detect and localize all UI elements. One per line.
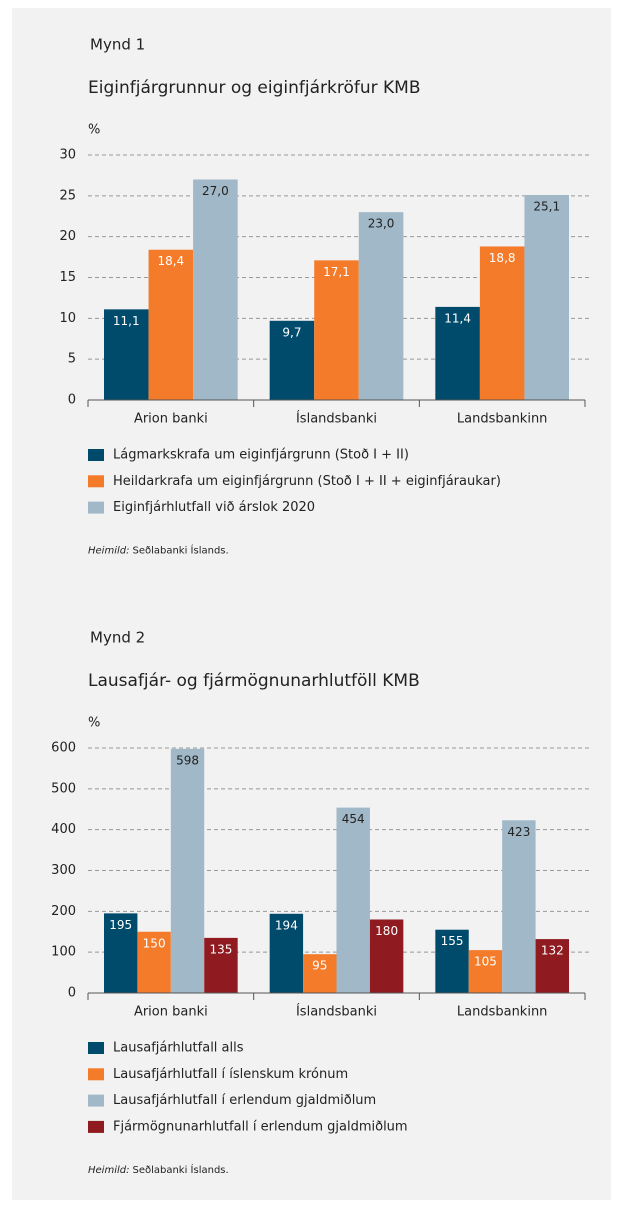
bar <box>269 320 315 400</box>
x-tick-label: Landsbankinn <box>457 412 548 427</box>
bar <box>104 309 149 400</box>
value-label: 18,4 <box>157 254 184 268</box>
panel <box>12 8 611 1200</box>
x-tick-label: Arion banki <box>134 1005 208 1020</box>
value-label: 423 <box>507 825 530 839</box>
source-label: Heimild: <box>88 546 129 557</box>
bar <box>435 306 480 400</box>
y-unit: % <box>88 123 100 138</box>
source: Seðlabanki Íslands. <box>132 1163 228 1176</box>
bar <box>502 820 536 993</box>
bar <box>148 249 194 400</box>
legend-swatch <box>88 1120 104 1133</box>
bar <box>269 913 304 993</box>
y-tick-label: 300 <box>51 863 76 878</box>
y-tick-label: 0 <box>68 986 76 1001</box>
x-tick-label: Íslandsbanki <box>296 1004 377 1020</box>
y-tick-label: 0 <box>68 393 76 408</box>
value-label: 17,1 <box>323 265 350 279</box>
y-tick-label: 30 <box>59 148 76 163</box>
bar <box>535 939 569 993</box>
value-label: 18,8 <box>489 251 516 265</box>
y-tick-label: 10 <box>59 311 76 326</box>
legend-swatch <box>88 501 104 514</box>
bar <box>479 246 525 400</box>
y-unit: % <box>88 716 100 731</box>
legend-label: Heildarkrafa um eiginfjárgrunn (Stoð I +… <box>113 474 501 489</box>
figure-label: Mynd 1 <box>90 36 145 54</box>
value-label: 132 <box>541 944 564 958</box>
y-tick-label: 400 <box>51 822 76 837</box>
value-label: 454 <box>342 812 365 826</box>
y-tick-label: 500 <box>51 781 76 796</box>
value-label: 150 <box>143 936 166 950</box>
bar <box>314 260 359 400</box>
y-tick-label: 5 <box>68 352 76 367</box>
bar <box>193 179 238 400</box>
value-label: 11,1 <box>113 314 140 328</box>
value-label: 95 <box>312 959 327 973</box>
source-label: Heimild: <box>88 1165 129 1176</box>
legend-label: Lausafjárhlutfall í íslenskum krónum <box>113 1067 348 1082</box>
legend-label: Lausafjárhlutfall í erlendum gjaldmiðlum <box>113 1093 376 1108</box>
value-label: 155 <box>441 934 464 948</box>
legend-label: Eiginfjárhlutfall við árslok 2020 <box>113 500 315 515</box>
legend-label: Lágmarkskrafa um eiginfjárgrunn (Stoð I … <box>113 448 409 463</box>
source: Seðlabanki Íslands. <box>132 544 228 557</box>
figure-label: Mynd 2 <box>90 629 145 647</box>
y-tick-label: 600 <box>51 741 76 756</box>
bar <box>336 807 370 993</box>
bar <box>369 919 404 993</box>
value-label: 135 <box>210 942 233 956</box>
value-label: 194 <box>275 918 298 932</box>
bar <box>524 195 569 400</box>
legend-label: Lausafjárhlutfall alls <box>113 1041 244 1056</box>
x-tick-label: Landsbankinn <box>457 1005 548 1020</box>
bar <box>468 950 503 993</box>
value-label: 105 <box>474 955 497 969</box>
bar <box>104 913 138 993</box>
bar <box>204 937 238 993</box>
x-tick-label: Arion banki <box>134 412 208 427</box>
legend-swatch <box>88 1042 104 1054</box>
y-tick-label: 100 <box>51 945 76 960</box>
x-tick-label: Íslandsbanki <box>296 411 377 427</box>
value-label: 23,0 <box>368 217 395 231</box>
bar <box>358 212 404 400</box>
value-label: 598 <box>176 753 199 767</box>
value-label: 25,1 <box>533 200 560 214</box>
legend-swatch <box>88 1068 104 1081</box>
value-label: 11,4 <box>444 311 471 325</box>
y-tick-label: 20 <box>59 229 76 244</box>
chart-title: Lausafjár- og fjármögnunarhlutföll KMB <box>88 671 420 691</box>
y-tick-label: 200 <box>51 904 76 919</box>
bar <box>435 929 469 993</box>
y-tick-label: 25 <box>59 188 76 203</box>
y-tick-label: 15 <box>59 270 76 285</box>
legend-label: Fjármögnunarhlutfall í erlendum gjaldmið… <box>113 1119 408 1134</box>
bar <box>137 931 171 993</box>
value-label: 195 <box>109 918 132 932</box>
bar <box>170 748 205 993</box>
bar <box>303 954 337 993</box>
chart-title: Eiginfjárgrunnur og eiginfjárkröfur KMB <box>88 78 421 98</box>
value-label: 9,7 <box>282 325 301 339</box>
legend-swatch <box>88 475 104 488</box>
value-label: 180 <box>375 924 398 938</box>
value-label: 27,0 <box>202 184 229 198</box>
legend-swatch <box>88 449 104 461</box>
legend-swatch <box>88 1094 104 1107</box>
